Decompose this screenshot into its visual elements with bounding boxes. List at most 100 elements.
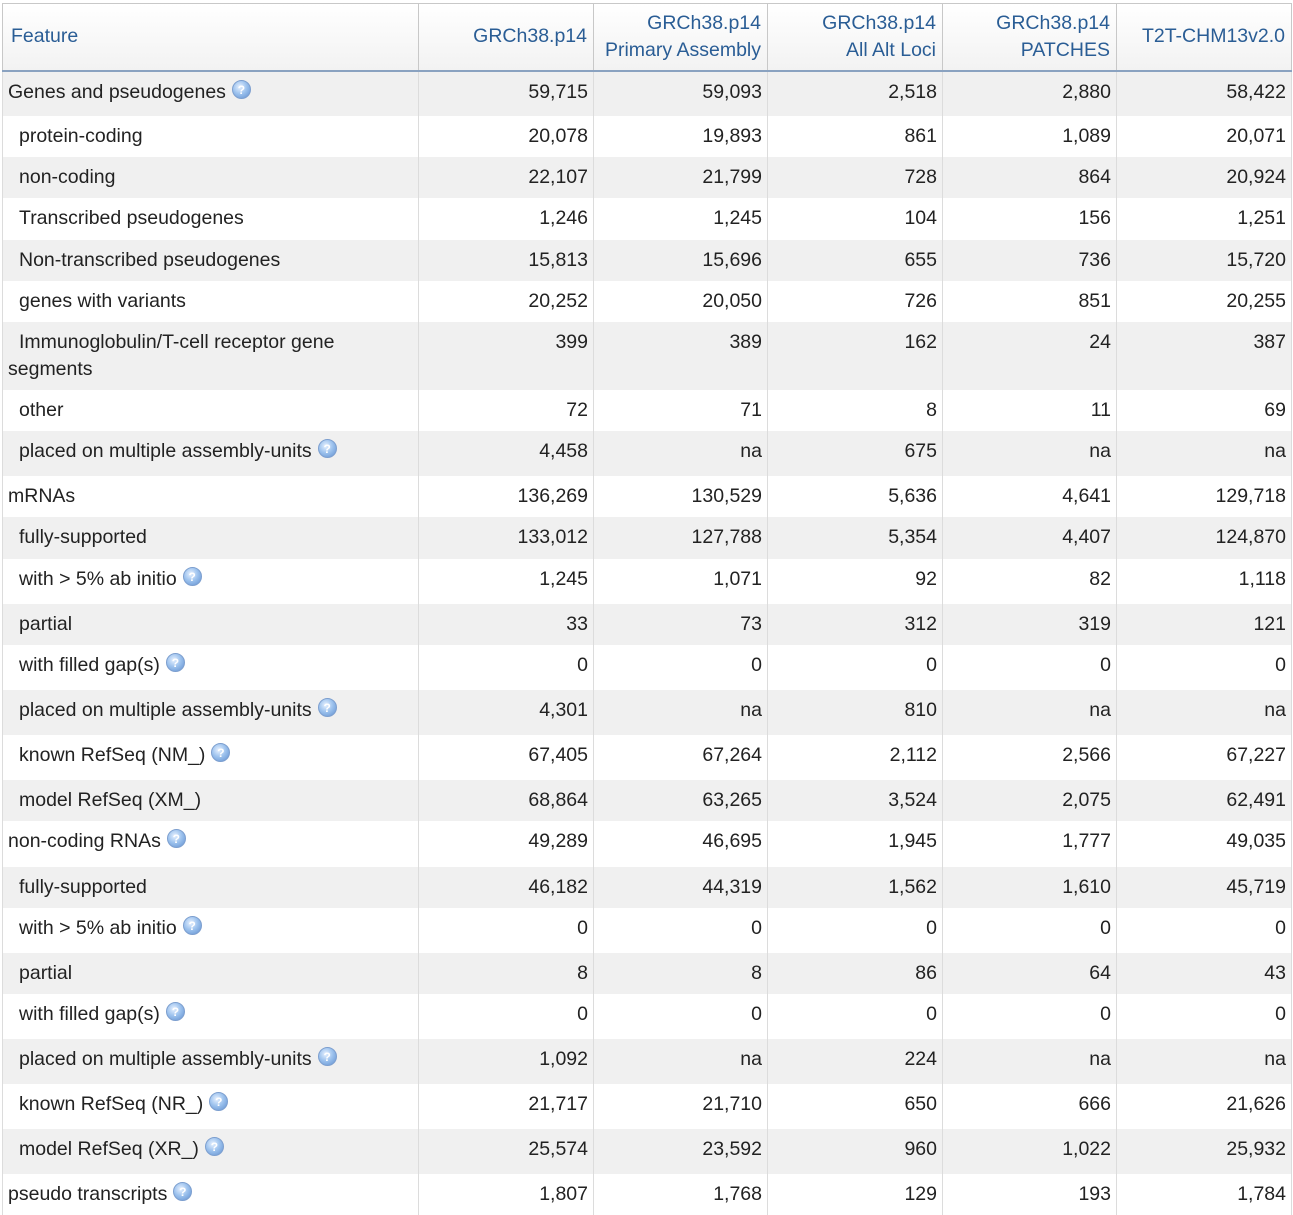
value-cell: 1,246 <box>418 197 594 240</box>
value-cell: 15,696 <box>593 239 768 281</box>
feature-label: placed on multiple assembly-units <box>19 1047 312 1070</box>
feature-cell: placed on multiple assembly-units? <box>2 689 419 735</box>
feature-cell: Non-transcribed pseudogenes <box>2 239 419 281</box>
value-cell: 1,777 <box>942 820 1117 867</box>
table-row: placed on multiple assembly-units? 4,458 n… <box>2 430 1292 476</box>
table-row: placed on multiple assembly-units? 4,301 n… <box>2 689 1292 735</box>
table-row: non-coding 22,107 21,799 728 864 20,924 <box>2 156 1292 198</box>
feature-cell: Transcribed pseudogenes <box>2 197 419 240</box>
info-icon[interactable]: ? <box>182 566 202 586</box>
value-cell: 675 <box>767 430 943 476</box>
info-icon[interactable]: ? <box>317 697 337 717</box>
feature-label: protein-coding <box>19 124 143 147</box>
value-cell: 68,864 <box>418 779 594 821</box>
table-row: known RefSeq (NR_)? 21,717 21,710 650 666 21,… <box>2 1083 1292 1129</box>
value-cell: 3,524 <box>767 779 943 821</box>
column-header-t2t[interactable]: T2T-CHM13v2.0 <box>1116 3 1292 72</box>
value-cell: 1,071 <box>593 558 768 604</box>
feature-cell: mRNAs <box>2 475 419 517</box>
info-icon[interactable]: ? <box>165 652 185 672</box>
table-row: model RefSeq (XM_) 68,864 63,265 3,524 2,075… <box>2 779 1292 821</box>
value-cell: 59,715 <box>418 70 594 116</box>
feature-cell: pseudo transcripts? <box>2 1173 419 1215</box>
value-cell: 2,112 <box>767 734 943 780</box>
value-cell: 387 <box>1116 321 1292 390</box>
column-header-alt-loci[interactable]: GRCh38.p14 All Alt Loci <box>767 3 943 72</box>
value-cell: 4,407 <box>942 516 1117 559</box>
feature-label: genes with variants <box>19 289 186 312</box>
value-cell: 82 <box>942 558 1117 604</box>
value-cell: 11 <box>942 389 1117 431</box>
column-header-line1: GRCh38.p14 <box>473 25 587 48</box>
table-row: Immunoglobulin/T-cell receptor gene segm… <box>2 321 1292 390</box>
value-cell: 1,610 <box>942 866 1117 908</box>
value-cell: 15,813 <box>418 239 594 281</box>
value-cell: 2,566 <box>942 734 1117 780</box>
table-row: genes with variants 20,252 20,050 726 851 20,… <box>2 280 1292 322</box>
table-row: fully-supported 46,182 44,319 1,562 1,610 45,… <box>2 866 1292 908</box>
value-cell: 20,071 <box>1116 115 1292 157</box>
value-cell: 104 <box>767 197 943 240</box>
column-header-line1: GRCh38.p14 <box>996 11 1110 34</box>
feature-label: with > 5% ab initio <box>19 916 177 939</box>
value-cell: 851 <box>942 280 1117 322</box>
column-header-line1: T2T-CHM13v2.0 <box>1141 25 1285 48</box>
value-cell: 130,529 <box>593 475 768 517</box>
value-cell: 21,799 <box>593 156 768 198</box>
value-cell: 156 <box>942 197 1117 240</box>
value-cell: 86 <box>767 952 943 994</box>
column-header-line1: GRCh38.p14 <box>647 11 761 34</box>
value-cell: 129 <box>767 1173 943 1215</box>
info-icon[interactable]: ? <box>182 915 202 935</box>
value-cell: 19,893 <box>593 115 768 157</box>
info-icon[interactable]: ? <box>211 742 231 762</box>
value-cell: 121 <box>1116 603 1292 645</box>
value-cell: 193 <box>942 1173 1117 1215</box>
column-header-feature[interactable]: Feature <box>2 3 419 72</box>
value-cell: 49,035 <box>1116 820 1292 867</box>
column-header-grch38[interactable]: GRCh38.p14 <box>418 3 594 72</box>
value-cell: 0 <box>593 644 768 690</box>
table-row: partial 33 73 312 319 121 <box>2 603 1292 645</box>
info-icon[interactable]: ? <box>165 1001 185 1021</box>
value-cell: 1,089 <box>942 115 1117 157</box>
column-header-primary-assembly[interactable]: GRCh38.p14 Primary Assembly <box>593 3 768 72</box>
value-cell: 63,265 <box>593 779 768 821</box>
feature-cell: protein-coding <box>2 115 419 157</box>
value-cell: 21,717 <box>418 1083 594 1129</box>
value-cell: 0 <box>767 644 943 690</box>
info-icon[interactable]: ? <box>231 79 251 99</box>
value-cell: 1,092 <box>418 1038 594 1084</box>
table-row: other 72 71 8 11 69 <box>2 389 1292 431</box>
value-cell: 20,050 <box>593 280 768 322</box>
value-cell: 399 <box>418 321 594 390</box>
value-cell: 43 <box>1116 952 1292 994</box>
value-cell: 864 <box>942 156 1117 198</box>
value-cell: 1,784 <box>1116 1173 1292 1215</box>
value-cell: 22,107 <box>418 156 594 198</box>
value-cell: 46,182 <box>418 866 594 908</box>
info-icon[interactable]: ? <box>204 1136 224 1156</box>
value-cell: 127,788 <box>593 516 768 559</box>
feature-label: known RefSeq (NM_) <box>19 743 206 766</box>
table-row: with > 5% ab initio? 0 0 0 0 0 <box>2 907 1292 953</box>
feature-label: Transcribed pseudogenes <box>19 206 244 229</box>
feature-cell: with > 5% ab initio? <box>2 907 419 953</box>
value-cell: 25,574 <box>418 1128 594 1174</box>
info-icon[interactable]: ? <box>166 828 186 848</box>
info-icon[interactable]: ? <box>317 438 337 458</box>
value-cell: 1,562 <box>767 866 943 908</box>
value-cell: 1,768 <box>593 1173 768 1215</box>
info-icon[interactable]: ? <box>209 1091 229 1111</box>
feature-cell: genes with variants <box>2 280 419 322</box>
info-icon[interactable]: ? <box>317 1046 337 1066</box>
value-cell: 69 <box>1116 389 1292 431</box>
feature-statistics-table: Feature GRCh38.p14 GRCh38.p14 Primary Ass… <box>2 3 1292 1215</box>
info-icon[interactable]: ? <box>173 1181 193 1201</box>
value-cell: 1,118 <box>1116 558 1292 604</box>
table-row: placed on multiple assembly-units? 1,092 n… <box>2 1038 1292 1084</box>
value-cell: 0 <box>767 993 943 1039</box>
feature-cell: known RefSeq (NR_)? <box>2 1083 419 1129</box>
value-cell: na <box>942 430 1117 476</box>
column-header-patches[interactable]: GRCh38.p14 PATCHES <box>942 3 1117 72</box>
